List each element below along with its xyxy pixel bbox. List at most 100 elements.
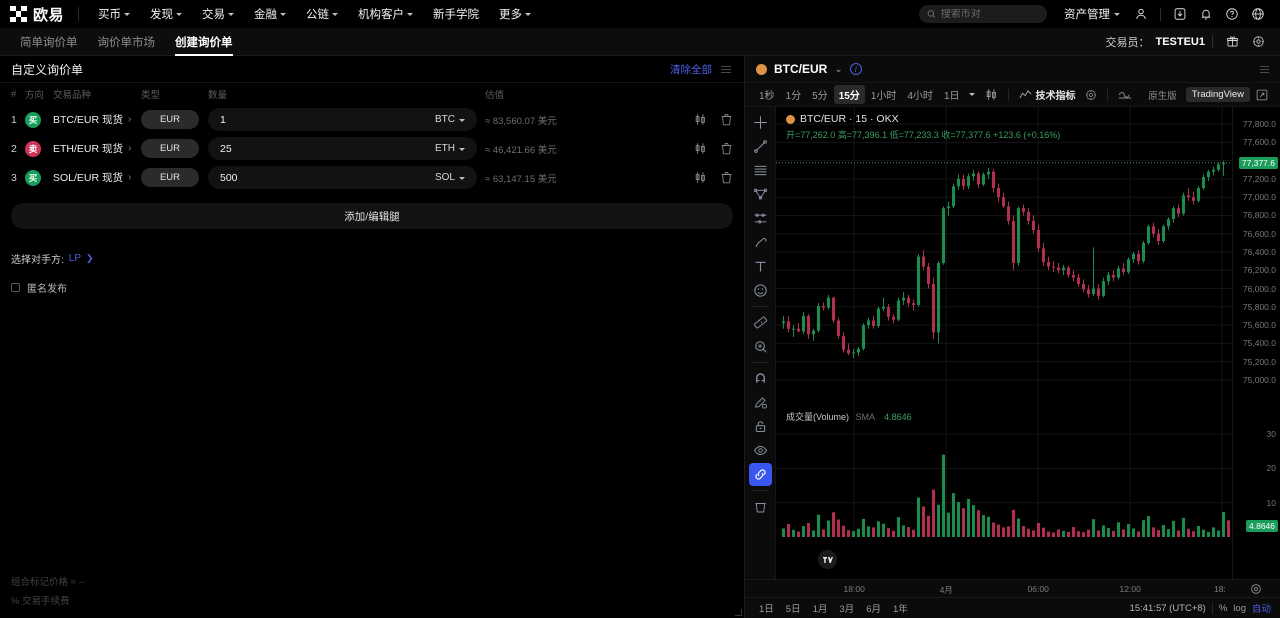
time-axis[interactable]: 18:00 4月 06:00 12:00 18: [745, 579, 1280, 597]
anonymous-checkbox[interactable] [11, 283, 20, 292]
nav-item-more[interactable]: 更多 [490, 2, 540, 26]
timeframe-5m[interactable]: 5分 [812, 91, 828, 102]
user-account-button[interactable] [1129, 2, 1153, 26]
add-edit-leg-button[interactable]: 添加/编辑腿 [11, 203, 733, 229]
zoom-tool-icon[interactable] [749, 335, 772, 358]
tab-create-rfq[interactable]: 创建询价单 [165, 28, 243, 56]
chevron-down-icon[interactable] [968, 93, 975, 96]
link-tool-icon[interactable] [748, 463, 772, 486]
log-scale-button[interactable]: log [1233, 602, 1246, 614]
magnet-tool-icon[interactable] [749, 367, 772, 390]
trend-line-tool-icon[interactable] [749, 135, 772, 158]
tab-rfq-market[interactable]: 询价单市场 [97, 36, 156, 49]
measure-tool-icon[interactable] [749, 311, 772, 334]
delete-icon[interactable] [720, 171, 733, 184]
panel-resize-grip[interactable] [721, 65, 733, 73]
range-6mo[interactable]: 6月 [866, 604, 881, 615]
timeframe-1h[interactable]: 1小时 [870, 91, 897, 102]
hide-drawings-icon[interactable] [749, 439, 772, 462]
emoji-tool-icon[interactable] [749, 279, 772, 302]
remove-drawings-icon[interactable] [749, 495, 772, 518]
nav-item-buy-crypto[interactable]: 买币 [89, 2, 139, 26]
type-pill[interactable]: EUR [141, 139, 199, 158]
timeframe-1d[interactable]: 1日 [943, 91, 960, 102]
row-instrument-selector[interactable]: ETH/EUR 现货 › [53, 141, 141, 156]
nav-item-finance[interactable]: 金融 [245, 2, 295, 26]
time-axis-settings[interactable] [1232, 580, 1280, 597]
settings-button[interactable] [1246, 30, 1270, 54]
row-side[interactable]: 卖 [25, 140, 53, 157]
counterparty-value[interactable]: LP [68, 253, 82, 264]
price-axis[interactable]: 77,800.077,600.077,400.077,200.077,000.0… [1232, 107, 1280, 579]
delete-icon[interactable] [720, 113, 733, 126]
search-box[interactable] [919, 5, 1047, 23]
language-button[interactable] [1246, 2, 1270, 26]
quantity-input[interactable] [220, 142, 435, 155]
clear-all-button[interactable]: 清除全部 [670, 63, 712, 76]
quantity-input[interactable] [220, 113, 435, 126]
notifications-button[interactable] [1194, 2, 1218, 26]
download-app-button[interactable] [1168, 2, 1192, 26]
row-side[interactable]: 买 [25, 111, 53, 128]
chart-type-button[interactable] [981, 86, 1002, 103]
type-pill[interactable]: EUR [141, 110, 199, 129]
range-1y[interactable]: 1年 [892, 604, 908, 615]
type-pill[interactable]: EUR [141, 168, 199, 187]
range-5d[interactable]: 5日 [785, 604, 801, 615]
anonymous-publish-row[interactable]: 匿名发布 [11, 280, 744, 295]
chart-panel-grip[interactable] [1260, 65, 1269, 73]
quantity-input[interactable] [220, 171, 435, 184]
nav-item-academy[interactable]: 新手学院 [433, 9, 480, 21]
fib-retracement-tool-icon[interactable] [749, 159, 772, 182]
range-1d[interactable]: 1日 [759, 604, 774, 615]
quantity-field[interactable]: BTC [208, 108, 477, 131]
candlestick-icon[interactable] [694, 142, 707, 155]
row-instrument-selector[interactable]: BTC/EUR 现货 › [53, 112, 141, 127]
delete-icon[interactable] [720, 142, 733, 155]
nav-item-chain[interactable]: 公链 [297, 2, 347, 26]
rewards-button[interactable] [1220, 30, 1244, 54]
tradingview-version-button[interactable]: TradingView [1185, 87, 1250, 102]
chart-settings-button[interactable] [1081, 87, 1101, 103]
draw-mode-icon[interactable] [749, 391, 772, 414]
quantity-field[interactable]: SOL [208, 166, 477, 189]
compare-button[interactable] [1114, 87, 1136, 102]
row-side[interactable]: 买 [25, 169, 53, 186]
search-input[interactable] [940, 8, 1039, 20]
pitchfork-tool-icon[interactable] [749, 183, 772, 206]
candlestick-icon[interactable] [694, 171, 707, 184]
timeframe-1s[interactable]: 1秒 [759, 91, 775, 102]
brush-tool-icon[interactable] [749, 231, 772, 254]
nav-item-trade[interactable]: 交易 [193, 2, 243, 26]
quantity-field[interactable]: ETH [208, 137, 477, 160]
timeframe-4h[interactable]: 4小时 [907, 91, 933, 102]
info-icon[interactable]: i [849, 63, 862, 75]
asset-management-menu[interactable]: 资产管理 [1057, 6, 1127, 22]
indicators-button[interactable]: 技术指标 [1015, 85, 1080, 104]
crosshair-tool-icon[interactable] [749, 111, 772, 134]
chart-canvas[interactable]: BTC/EUR · 15 · OKX 开=77,262.0 高=77,396.1… [776, 107, 1232, 579]
quantity-unit-selector[interactable]: ETH [435, 143, 465, 154]
nav-item-institutional[interactable]: 机构客户 [349, 2, 422, 26]
resize-corner[interactable] [735, 609, 742, 616]
chevron-down-icon[interactable]: ⌄ [834, 63, 843, 75]
fullscreen-button[interactable] [1253, 86, 1271, 104]
range-1mo[interactable]: 1月 [812, 604, 828, 615]
row-instrument-selector[interactable]: SOL/EUR 现货 › [53, 170, 141, 185]
lock-tool-icon[interactable] [749, 415, 772, 438]
quantity-unit-selector[interactable]: SOL [435, 172, 465, 183]
text-tool-icon[interactable] [749, 255, 772, 278]
brand-logo[interactable]: 欧易 [10, 4, 74, 25]
candlestick-icon[interactable] [694, 113, 707, 126]
gann-box-tool-icon[interactable] [749, 207, 772, 230]
auto-scale-button[interactable]: 自动 [1251, 604, 1271, 615]
nav-item-discover[interactable]: 发现 [141, 2, 191, 26]
quantity-unit-selector[interactable]: BTC [435, 114, 465, 125]
range-3mo[interactable]: 3月 [839, 604, 855, 615]
tab-simple-rfq[interactable]: 简单询价单 [20, 36, 78, 49]
native-version-button[interactable]: 原生版 [1148, 90, 1177, 102]
timeframe-1m[interactable]: 1分 [785, 91, 802, 102]
help-button[interactable] [1220, 2, 1244, 26]
percent-scale-button[interactable]: % [1218, 602, 1228, 614]
timeframe-15m[interactable]: 15分 [833, 85, 865, 104]
